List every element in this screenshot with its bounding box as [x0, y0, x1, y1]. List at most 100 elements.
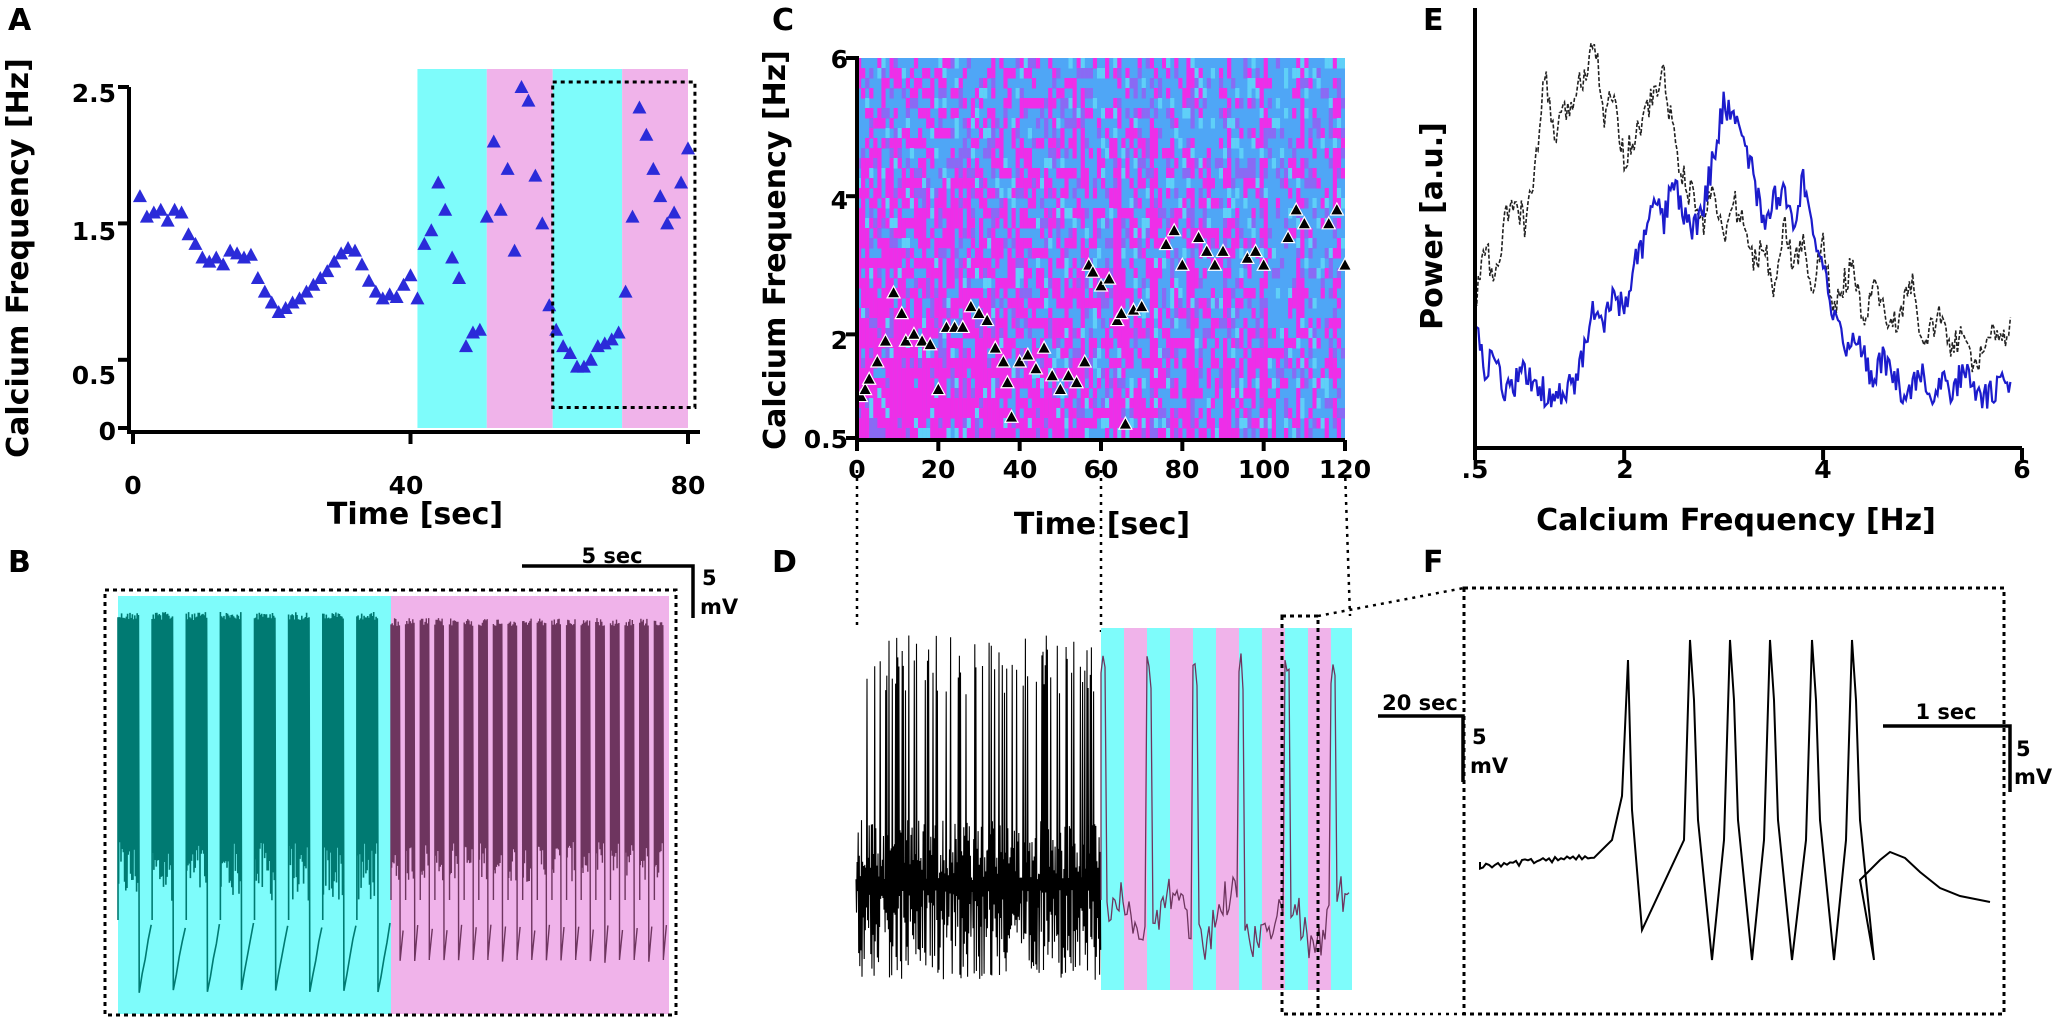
panel-c-heatmap-cell	[1117, 248, 1122, 259]
panel-c-heatmap-cell	[1056, 408, 1061, 419]
panel-c-heatmap-cell	[1198, 408, 1203, 419]
panel-c-heatmap-cell	[893, 228, 898, 239]
panel-c-heatmap-cell	[1300, 108, 1305, 119]
panel-c-heatmap-cell	[1113, 168, 1118, 179]
panel-c-peak-markers	[853, 201, 1353, 430]
panel-c-heatmap-cell	[881, 98, 886, 109]
panel-c-heatmap-cell	[1003, 368, 1008, 379]
panel-c-heatmap-cell	[1052, 408, 1057, 419]
panel-c-heatmap-cell	[877, 188, 882, 199]
panel-c-heatmap-cell	[1019, 268, 1024, 279]
panel-c-heatmap-cell	[865, 268, 870, 279]
panel-c-heatmap-cell	[1186, 358, 1191, 369]
panel-c-heatmap-cell	[1117, 208, 1122, 219]
panel-c-heatmap-cell	[999, 238, 1004, 249]
panel-c-heatmap-cell	[1027, 58, 1032, 69]
panel-c-heatmap-cell	[1304, 358, 1309, 369]
panel-c-heatmap-cell	[1153, 178, 1159, 189]
panel-c-heatmap-cell	[1263, 218, 1268, 229]
panel-c-heatmap-cell	[934, 128, 939, 139]
panel-c-heatmap-cell	[857, 208, 862, 219]
panel-c-heatmap-cell	[962, 288, 967, 299]
panel-c-heatmap-cell	[1096, 158, 1102, 169]
panel-c-heatmap-cell	[869, 158, 874, 169]
panel-c-heatmap-cell	[1003, 98, 1008, 109]
panel-c-heatmap-cell	[1068, 328, 1073, 339]
panel-c-heatmap-cell	[857, 378, 862, 389]
panel-c-heatmap-cell	[905, 218, 910, 229]
panel-c-heatmap-cell	[954, 418, 959, 429]
panel-c-heatmap-cell	[1320, 88, 1325, 99]
panel-c-heatmap-cell	[930, 328, 935, 339]
panel-c-heatmap-cell	[1166, 348, 1171, 359]
panel-c-heatmap-cell	[1035, 318, 1041, 329]
panel-c-heatmap-cell	[1251, 178, 1256, 189]
panel-c-heatmap-cell	[1198, 88, 1203, 99]
panel-c-heatmap-cell	[1284, 378, 1289, 389]
panel-c-heatmap-cell	[1088, 328, 1093, 339]
panel-c-heatmap-cell	[1129, 428, 1134, 438]
panel-c-heatmap-cell	[946, 418, 951, 429]
panel-c-heatmap-cell	[950, 198, 955, 209]
panel-c-heatmap-cell	[1125, 288, 1130, 299]
panel-c-heatmap-cell	[877, 328, 882, 339]
panel-c-heatmap-cell	[1259, 98, 1264, 109]
panel-c-heatmap-cell	[1023, 238, 1028, 249]
panel-c-heatmap-cell	[1247, 298, 1252, 309]
panel-c-heatmap-cell	[926, 278, 931, 289]
panel-c-heatmap-cell	[1076, 328, 1081, 339]
panel-c-heatmap-cell	[979, 428, 984, 438]
panel-c-heatmap-cell	[1133, 108, 1138, 119]
panel-a-data-point	[306, 277, 321, 291]
panel-c-heatmap-cell	[1137, 288, 1142, 299]
panel-c-heatmap-cell	[958, 178, 963, 189]
panel-c-heatmap-cell	[1040, 218, 1045, 229]
panel-c-heatmap-cell	[966, 118, 971, 129]
panel-c-heatmap-cell	[1263, 398, 1268, 409]
panel-c-heatmap-cell	[869, 418, 874, 429]
panel-c-heatmap-cell	[1092, 258, 1098, 269]
panel-c-heatmap-cell	[1202, 308, 1207, 319]
panel-c-heatmap-cell	[942, 58, 947, 69]
panel-c-heatmap-cell	[1031, 418, 1037, 429]
panel-c-heatmap-cell	[1068, 418, 1073, 429]
panel-c-heatmap-cell	[901, 178, 906, 189]
panel-c-heatmap-cell	[1048, 398, 1053, 409]
panel-c-heatmap-cell	[1096, 208, 1102, 219]
panel-c-xtick-label: 40	[1003, 455, 1038, 484]
panel-c-peak-marker	[1044, 367, 1060, 382]
panel-c-heatmap-cell	[1271, 428, 1276, 438]
panel-a-data-point	[535, 216, 550, 230]
panel-c-heatmap-cell	[942, 248, 947, 259]
panel-c-heatmap-cell	[1170, 348, 1175, 359]
panel-c-heatmap-cell	[1068, 388, 1073, 399]
panel-c-heatmap-cell	[1223, 178, 1228, 189]
panel-c-heatmap-cell	[1117, 228, 1122, 239]
panel-c-heatmap-cell	[1052, 328, 1057, 339]
panel-c-heatmap-cell	[942, 88, 947, 99]
panel-c-heatmap-cell	[1288, 228, 1293, 239]
panel-c-heatmap-cell	[926, 378, 931, 389]
panel-c-heatmap-cell	[1133, 78, 1138, 89]
panel-c-heatmap-cell	[1170, 258, 1175, 269]
panel-c-heatmap-cell	[1202, 158, 1207, 169]
panel-c-heatmap-cell	[1332, 218, 1337, 229]
panel-c-heatmap-cell	[974, 118, 980, 129]
panel-c-heatmap-cell	[1056, 228, 1061, 239]
panel-c-heatmap-cell	[1263, 238, 1268, 249]
panel-c-heatmap-cell	[1162, 288, 1167, 299]
panel-c-heatmap-cell	[1068, 138, 1073, 149]
panel-c-heatmap-cell	[974, 158, 980, 169]
panel-c-heatmap-cell	[1153, 298, 1159, 309]
panel-c-heatmap-cell	[1141, 418, 1146, 429]
panel-c-heatmap-cell	[1113, 158, 1118, 169]
panel-a-data-point	[410, 291, 425, 305]
panel-c-heatmap-cell	[873, 398, 878, 409]
panel-c-heatmap-cell	[869, 288, 874, 299]
panel-c-heatmap-cell	[1048, 208, 1053, 219]
panel-c-heatmap-cell	[857, 188, 862, 199]
panel-c-heatmap-cell	[1284, 218, 1289, 229]
panel-c-heatmap-cell	[979, 298, 984, 309]
panel-f-scale-voltage-value: 5	[2016, 737, 2031, 761]
panel-b-purple-trace	[390, 618, 668, 963]
